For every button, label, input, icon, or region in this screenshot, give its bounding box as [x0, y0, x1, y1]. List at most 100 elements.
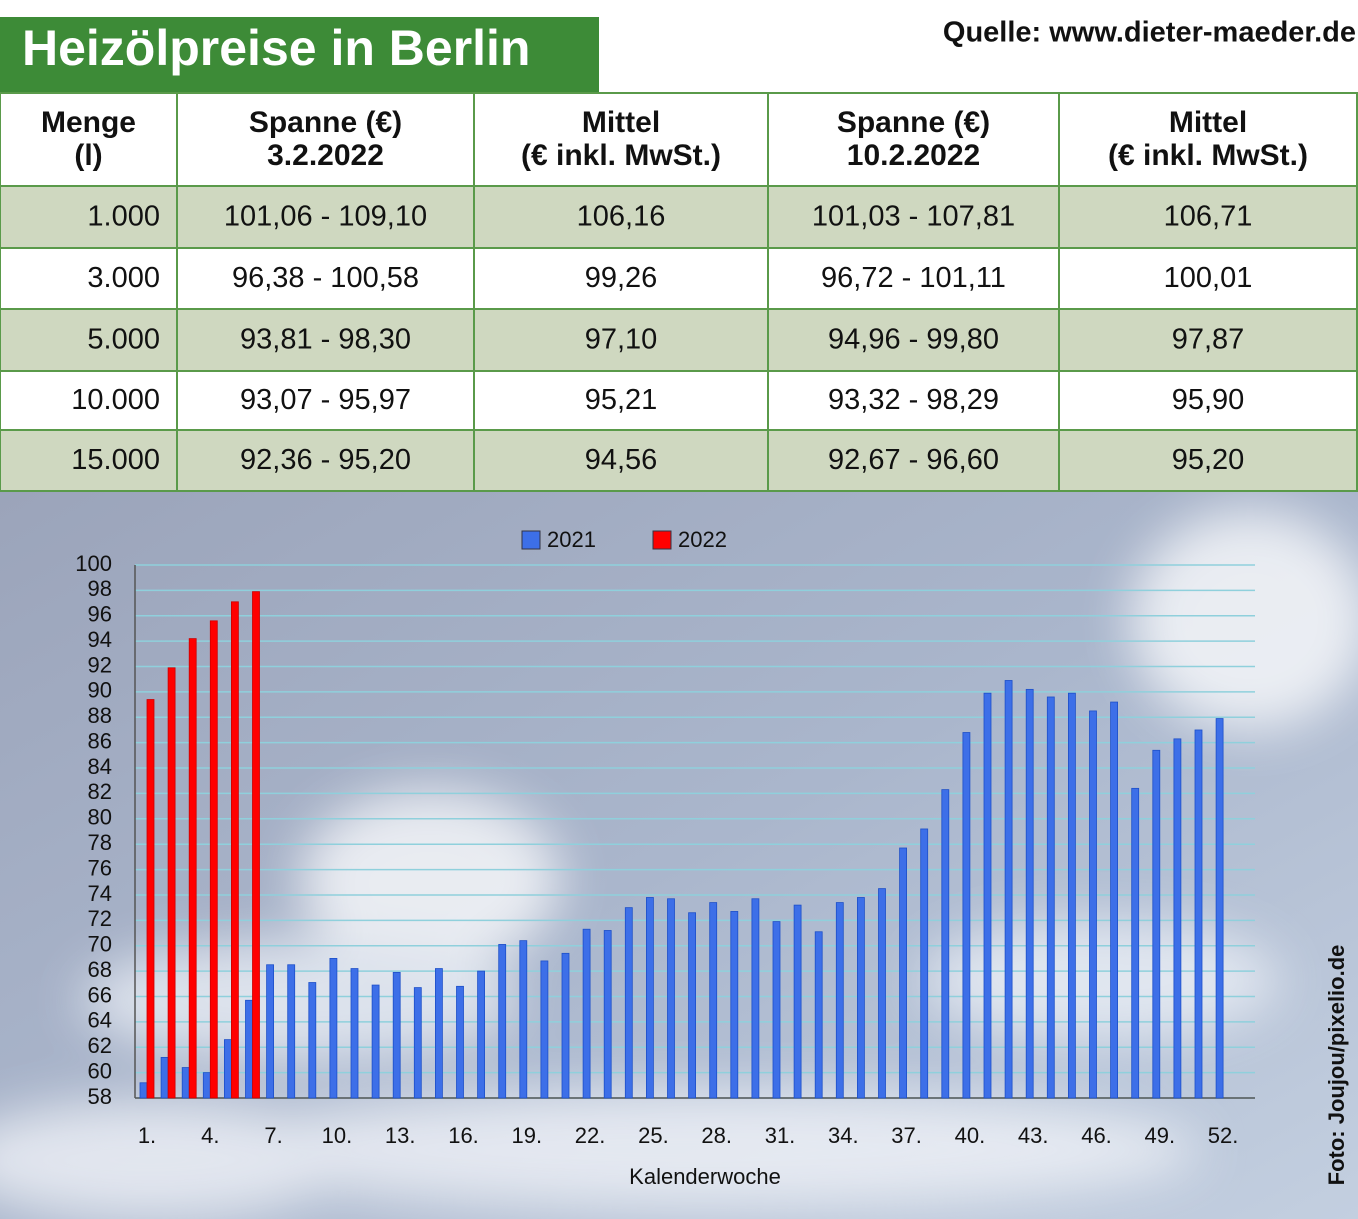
bar	[434, 968, 443, 1099]
table-cell: 15.000	[71, 444, 160, 476]
bar	[688, 912, 696, 1099]
table-cell: 92,67 - 96,60	[828, 444, 999, 476]
table-cell: 96,72 - 101,11	[821, 262, 1006, 294]
bar	[245, 999, 253, 1099]
y-tick-label: 82	[88, 779, 112, 804]
bar	[188, 638, 197, 1099]
legend-swatch	[521, 530, 541, 550]
bar	[456, 985, 464, 1099]
bar	[1025, 688, 1034, 1099]
bar	[350, 968, 359, 1099]
bar	[941, 789, 950, 1099]
bar	[287, 964, 296, 1099]
bar	[646, 897, 654, 1099]
y-tick-label: 60	[88, 1058, 112, 1083]
x-tick-label: 49.	[1145, 1123, 1176, 1148]
bar	[1215, 718, 1224, 1099]
bar	[835, 902, 844, 1099]
title-banner	[0, 17, 599, 92]
y-tick-label: 72	[88, 906, 112, 931]
table-cell: 3.000	[87, 262, 160, 294]
y-tick-label: 86	[88, 728, 112, 753]
bar	[519, 940, 528, 1099]
bar	[139, 1082, 148, 1099]
table-cell: 96,38 - 100,58	[232, 262, 419, 294]
source: Quelle: www.dieter-maeder.de	[943, 17, 1356, 49]
y-tick-label: 80	[88, 805, 112, 830]
bar	[223, 1039, 232, 1099]
bar	[772, 921, 781, 1099]
legend-label: 2021	[547, 527, 596, 552]
bar	[209, 620, 218, 1099]
x-tick-label: 25.	[638, 1123, 669, 1148]
bar	[624, 907, 633, 1099]
bar	[814, 931, 823, 1099]
legend-label: 2022	[678, 527, 727, 552]
y-tick-label: 100	[75, 551, 112, 576]
table-cell: 94,56	[585, 444, 658, 476]
photo-credit: Foto: Joujou/pixelio.de	[1324, 945, 1349, 1186]
bar	[1004, 680, 1013, 1099]
x-tick-label: 34.	[828, 1123, 859, 1148]
bar	[498, 944, 507, 1099]
table-cell: 101,03 - 107,81	[812, 201, 1015, 233]
x-tick-label: 31.	[765, 1123, 796, 1148]
bar	[392, 971, 401, 1099]
y-tick-label: 78	[88, 830, 112, 855]
y-tick-label: 92	[88, 652, 112, 677]
table-header: Mittel	[1169, 106, 1247, 139]
bar	[962, 732, 971, 1099]
x-tick-label: 4.	[201, 1123, 219, 1148]
table-cell: 95,20	[1172, 444, 1245, 476]
bar	[709, 902, 718, 1099]
table-row-bg	[0, 309, 1358, 371]
x-tick-label: 28.	[701, 1123, 732, 1148]
bar	[308, 982, 317, 1099]
title: Heizölpreise in Berlin	[22, 20, 530, 76]
table-header: (l)	[74, 139, 102, 172]
y-tick-label: 98	[88, 576, 112, 601]
table-header: 3.2.2022	[267, 139, 384, 172]
table-header: 10.2.2022	[847, 139, 980, 172]
bar	[1110, 701, 1118, 1099]
x-tick-label: 40.	[955, 1123, 986, 1148]
bar	[252, 591, 260, 1099]
x-tick-label: 19.	[512, 1123, 543, 1148]
bar	[751, 898, 760, 1099]
bar	[202, 1072, 211, 1099]
table-header: Spanne (€)	[249, 106, 402, 139]
bar	[371, 984, 380, 1099]
table-row-bg	[0, 430, 1358, 491]
x-tick-label: 10.	[322, 1123, 353, 1148]
y-tick-label: 64	[88, 1008, 112, 1033]
y-tick-label: 58	[88, 1084, 112, 1109]
y-tick-label: 70	[88, 932, 112, 957]
x-tick-label: 7.	[264, 1123, 282, 1148]
bar	[603, 930, 612, 1099]
y-tick-label: 90	[88, 678, 112, 703]
table-header: (€ inkl. MwSt.)	[521, 139, 721, 172]
table-cell: 97,10	[585, 324, 658, 356]
table-cell: 95,90	[1172, 384, 1245, 416]
bar	[1194, 729, 1203, 1099]
bar	[582, 928, 591, 1099]
bar	[857, 897, 865, 1099]
bar	[413, 987, 422, 1099]
y-tick-label: 68	[88, 957, 112, 982]
table-header: Spanne (€)	[837, 106, 990, 139]
y-tick-label: 96	[88, 602, 112, 627]
table-header: (€ inkl. MwSt.)	[1108, 139, 1308, 172]
bar	[181, 1067, 190, 1099]
bar	[878, 888, 886, 1099]
table-cell: 10.000	[71, 384, 160, 416]
bar	[230, 601, 239, 1099]
y-tick-label: 84	[88, 754, 112, 779]
bar	[730, 911, 739, 1099]
table-cell: 97,87	[1172, 324, 1245, 356]
table-cell: 92,36 - 95,20	[240, 444, 411, 476]
bar	[146, 699, 155, 1099]
bar	[1068, 692, 1076, 1099]
bar	[1089, 710, 1097, 1099]
